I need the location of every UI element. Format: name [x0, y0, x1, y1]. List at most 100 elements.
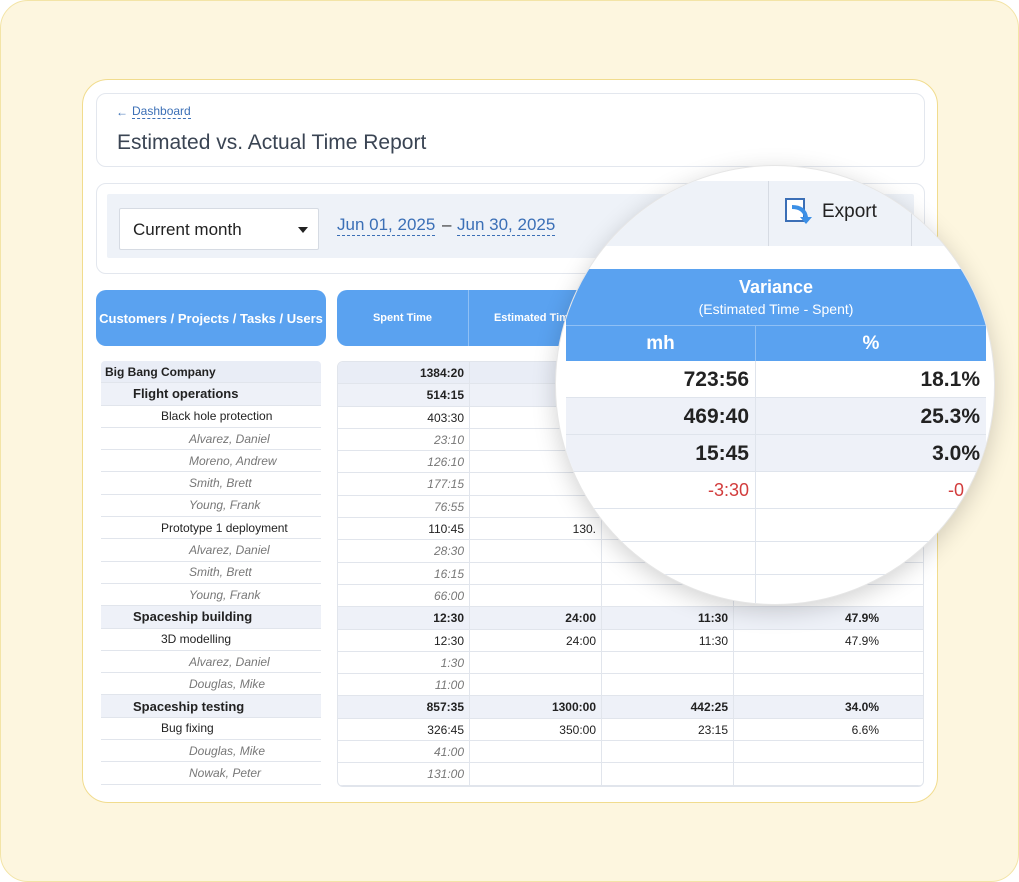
col-spent-time[interactable]: Spent Time [337, 290, 469, 346]
table-cell: 12:30 [338, 629, 470, 651]
period-select-value: Current month [133, 220, 242, 239]
table-cell [734, 763, 884, 784]
export-label: Export [822, 201, 877, 222]
variance-title: Variance [738, 277, 814, 297]
variance-pct-cell [756, 575, 986, 604]
variance-mh-cell [566, 509, 756, 541]
table-cell [602, 763, 734, 785]
page-title: Estimated vs. Actual Time Report [117, 131, 427, 154]
table-cell: 66:00 [338, 584, 470, 607]
table-cell: 11:30 [602, 607, 734, 629]
magnifier-lens: Export Variance (Estimated Time - Spent)… [555, 165, 995, 605]
table-cell [470, 674, 602, 696]
hierarchy-row[interactable]: Moreno, Andrew [101, 450, 321, 473]
table-cell [734, 652, 884, 673]
table-cell: 24:00 [470, 607, 602, 629]
hierarchy-row[interactable]: Douglas, Mike [101, 740, 321, 763]
table-cell [470, 651, 602, 674]
table-cell: 110:45 [338, 518, 470, 540]
hierarchy-row[interactable]: Black hole protection [101, 406, 321, 428]
table-cell: 350:00 [470, 718, 602, 741]
back-link-label[interactable]: Dashboard [132, 104, 191, 119]
hierarchy-row[interactable]: Young, Frank [101, 584, 321, 607]
table-cell: 34.0% [844, 700, 879, 715]
table-cell: 1:30 [338, 651, 470, 674]
table-cell: 442:25 [602, 696, 734, 718]
table-cell [602, 651, 734, 674]
table-cell: 126:10 [338, 451, 470, 473]
table-cell: 23:10 [338, 428, 470, 451]
hierarchy-row[interactable]: Smith, Brett [101, 562, 321, 584]
table-cell [734, 674, 884, 695]
variance-mh-cell: -3:30 [566, 472, 756, 508]
date-separator: – [442, 215, 452, 234]
table-cell: 11:30 [602, 629, 734, 651]
hierarchy-row[interactable]: Spaceship testing [101, 695, 321, 718]
table-cell: 41:00 [338, 741, 470, 763]
variance-pct-cell: 18.1% [920, 368, 980, 391]
variance-empty-row [566, 509, 986, 542]
hierarchy-row[interactable]: Flight operations [101, 383, 321, 406]
variance-pct-cell: 3.0% [932, 442, 980, 465]
hierarchy-row[interactable]: Smith, Brett [101, 472, 321, 495]
table-row: 326:45 350:00 23:15 6.6% [338, 718, 923, 742]
variance-mh-cell: 469:40 [566, 398, 756, 434]
variance-pct-cell: -0.(. [947, 480, 980, 500]
table-cell: 177:15 [338, 473, 470, 495]
hierarchy-rows: Big Bang Company Flight operations Black h… [101, 361, 321, 785]
variance-col-pct[interactable]: % [862, 332, 880, 354]
table-cell: 28:30 [338, 540, 470, 562]
table-cell: 47.9% [844, 611, 879, 626]
date-to-link[interactable]: Jun 30, 2025 [457, 215, 556, 236]
table-cell: 1300:00 [470, 696, 602, 718]
hierarchy-column: Customers / Projects / Tasks / Users Big… [96, 290, 326, 785]
table-cell: 24:00 [470, 629, 602, 651]
hierarchy-row[interactable]: Alvarez, Daniel [101, 428, 321, 451]
hierarchy-row[interactable]: Big Bang Company [101, 361, 321, 384]
table-row: 12:30 24:00 11:30 47.9% [338, 629, 923, 652]
export-icon [785, 198, 812, 224]
export-button[interactable]: Export [784, 197, 877, 227]
hierarchy-row[interactable]: Bug fixing [101, 718, 321, 741]
period-select[interactable]: Current month [119, 208, 319, 250]
table-cell [470, 540, 602, 562]
hierarchy-row[interactable]: Young, Frank [101, 495, 321, 518]
hierarchy-row[interactable]: Nowak, Peter [101, 762, 321, 785]
table-cell: 131:00 [338, 763, 470, 785]
table-cell: 403:30 [338, 406, 470, 428]
variance-mh-cell: 723:56 [566, 361, 756, 397]
variance-row: 723:56 18.1% [566, 361, 986, 398]
hierarchy-row[interactable]: Prototype 1 deployment [101, 517, 321, 540]
table-row: 12:30 24:00 11:30 47.9% [338, 607, 923, 630]
variance-row: 15:45 3.0% [566, 435, 986, 472]
table-cell: 514:15 [338, 384, 470, 406]
table-cell: 12:30 [338, 607, 470, 629]
report-header: ← Dashboard Estimated vs. Actual Time Re… [96, 93, 925, 167]
table-row: 41:00 [338, 741, 923, 764]
variance-pct-cell: 25.3% [920, 405, 980, 428]
variance-mh-cell [566, 575, 756, 604]
table-cell [734, 741, 884, 762]
hierarchy-row[interactable]: 3D modelling [101, 629, 321, 651]
hierarchy-row[interactable]: Alvarez, Daniel [101, 651, 321, 674]
table-cell: 1384:20 [338, 362, 470, 384]
variance-header: Variance (Estimated Time - Spent) [566, 269, 986, 325]
variance-empty-row [566, 575, 986, 604]
table-cell: 23:15 [602, 718, 734, 741]
hierarchy-header[interactable]: Customers / Projects / Tasks / Users [96, 290, 326, 346]
variance-pct-cell [756, 542, 986, 574]
table-cell: 857:35 [338, 696, 470, 718]
table-row: 1:30 [338, 651, 923, 675]
table-cell: 6.6% [851, 722, 879, 737]
variance-col-mh[interactable]: mh [566, 326, 756, 361]
hierarchy-row[interactable]: Spaceship building [101, 606, 321, 629]
variance-pct-cell [756, 509, 986, 541]
variance-row: -3:30 -0.(. [566, 472, 986, 509]
back-link[interactable]: ← Dashboard [116, 104, 191, 119]
date-from-link[interactable]: Jun 01, 2025 [337, 215, 436, 236]
table-cell [470, 584, 602, 607]
variance-subheader: mh % [566, 325, 986, 361]
hierarchy-row[interactable]: Alvarez, Daniel [101, 539, 321, 562]
table-cell [470, 562, 602, 584]
hierarchy-row[interactable]: Douglas, Mike [101, 673, 321, 696]
